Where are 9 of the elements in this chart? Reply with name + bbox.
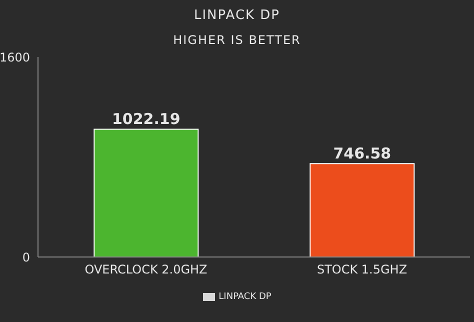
x-tick-label: STOCK 1.5GHZ bbox=[316, 262, 408, 277]
text: LINPACK DP bbox=[218, 292, 272, 302]
chart-subtitle: HIGHER IS BETTER bbox=[172, 33, 302, 47]
y-tick-label: 1600 bbox=[0, 50, 30, 64]
data-label: 1022.19 bbox=[112, 110, 180, 128]
x-tick-label: OVERCLOCK 2.0GHZ bbox=[84, 262, 208, 277]
chart-title: LINPACK DP bbox=[192, 8, 282, 23]
y-tick-label: 0 bbox=[22, 250, 30, 264]
data-label: 746.58 bbox=[333, 144, 392, 163]
